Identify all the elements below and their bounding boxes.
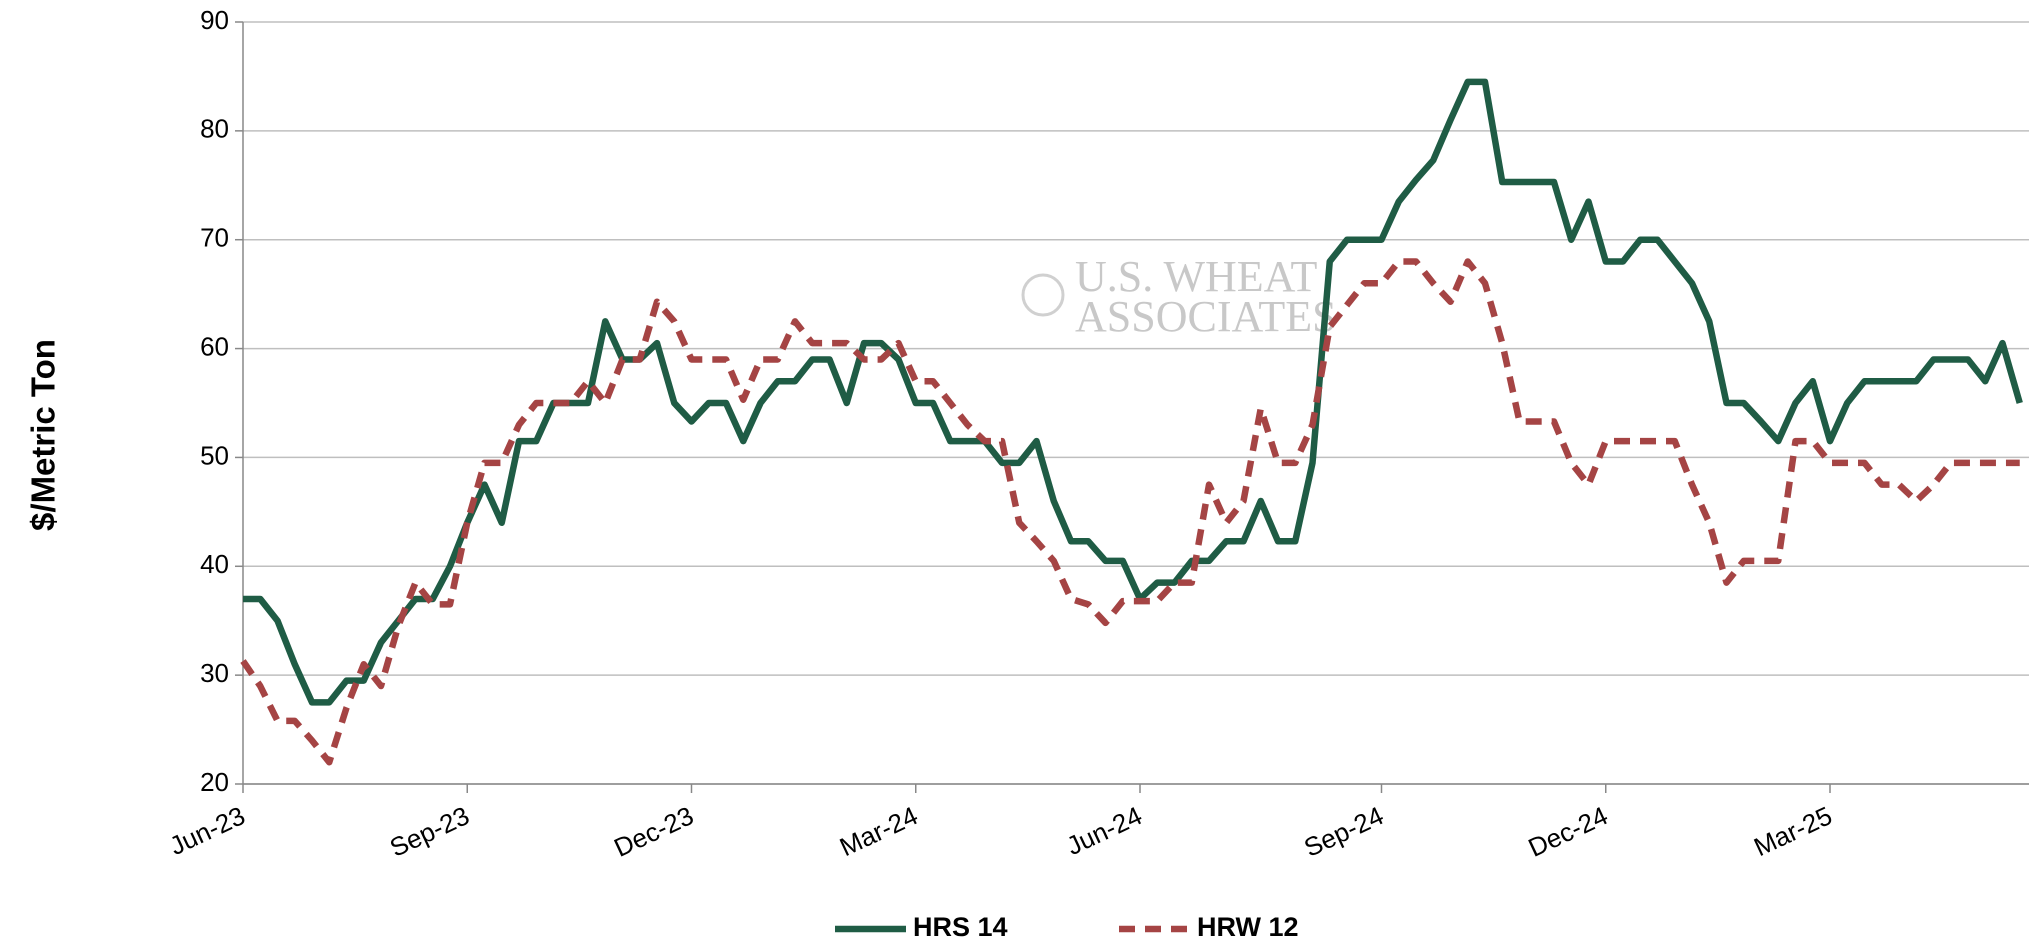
y-tick-label: 60 — [200, 331, 229, 361]
x-tick-label: Sep-24 — [1299, 800, 1388, 863]
x-tick-label: Dec-24 — [1524, 800, 1613, 863]
y-tick-label: 40 — [200, 549, 229, 579]
x-tick-label: Dec-23 — [609, 800, 698, 863]
y-axis-title: $/Metric Ton — [25, 339, 62, 531]
x-tick-label: Jun-23 — [165, 800, 250, 861]
series-line — [240, 258, 2020, 766]
watermark-logo — [1021, 273, 1065, 317]
y-tick-label: 90 — [200, 5, 229, 35]
x-tick-label: Mar-24 — [835, 800, 922, 862]
y-tick-label: 20 — [200, 767, 229, 797]
watermark-text: U.S. WHEAT — [1075, 252, 1318, 301]
watermark: U.S. WHEAT ASSOCIATES — [1021, 252, 1337, 341]
series-line — [243, 78, 2023, 706]
y-tick-label: 80 — [200, 114, 229, 144]
y-tick-label: 50 — [200, 440, 229, 470]
x-tick-label: Mar-25 — [1749, 800, 1836, 862]
x-tick-label: Sep-23 — [385, 800, 474, 863]
x-tick-label: Jun-24 — [1062, 800, 1147, 861]
y-tick-label: 30 — [200, 658, 229, 688]
watermark-text: ASSOCIATES — [1075, 292, 1337, 341]
legend-label: HRW 12 — [1197, 912, 1299, 942]
legend-label: HRS 14 — [913, 912, 1008, 942]
y-tick-label: 70 — [200, 223, 229, 253]
